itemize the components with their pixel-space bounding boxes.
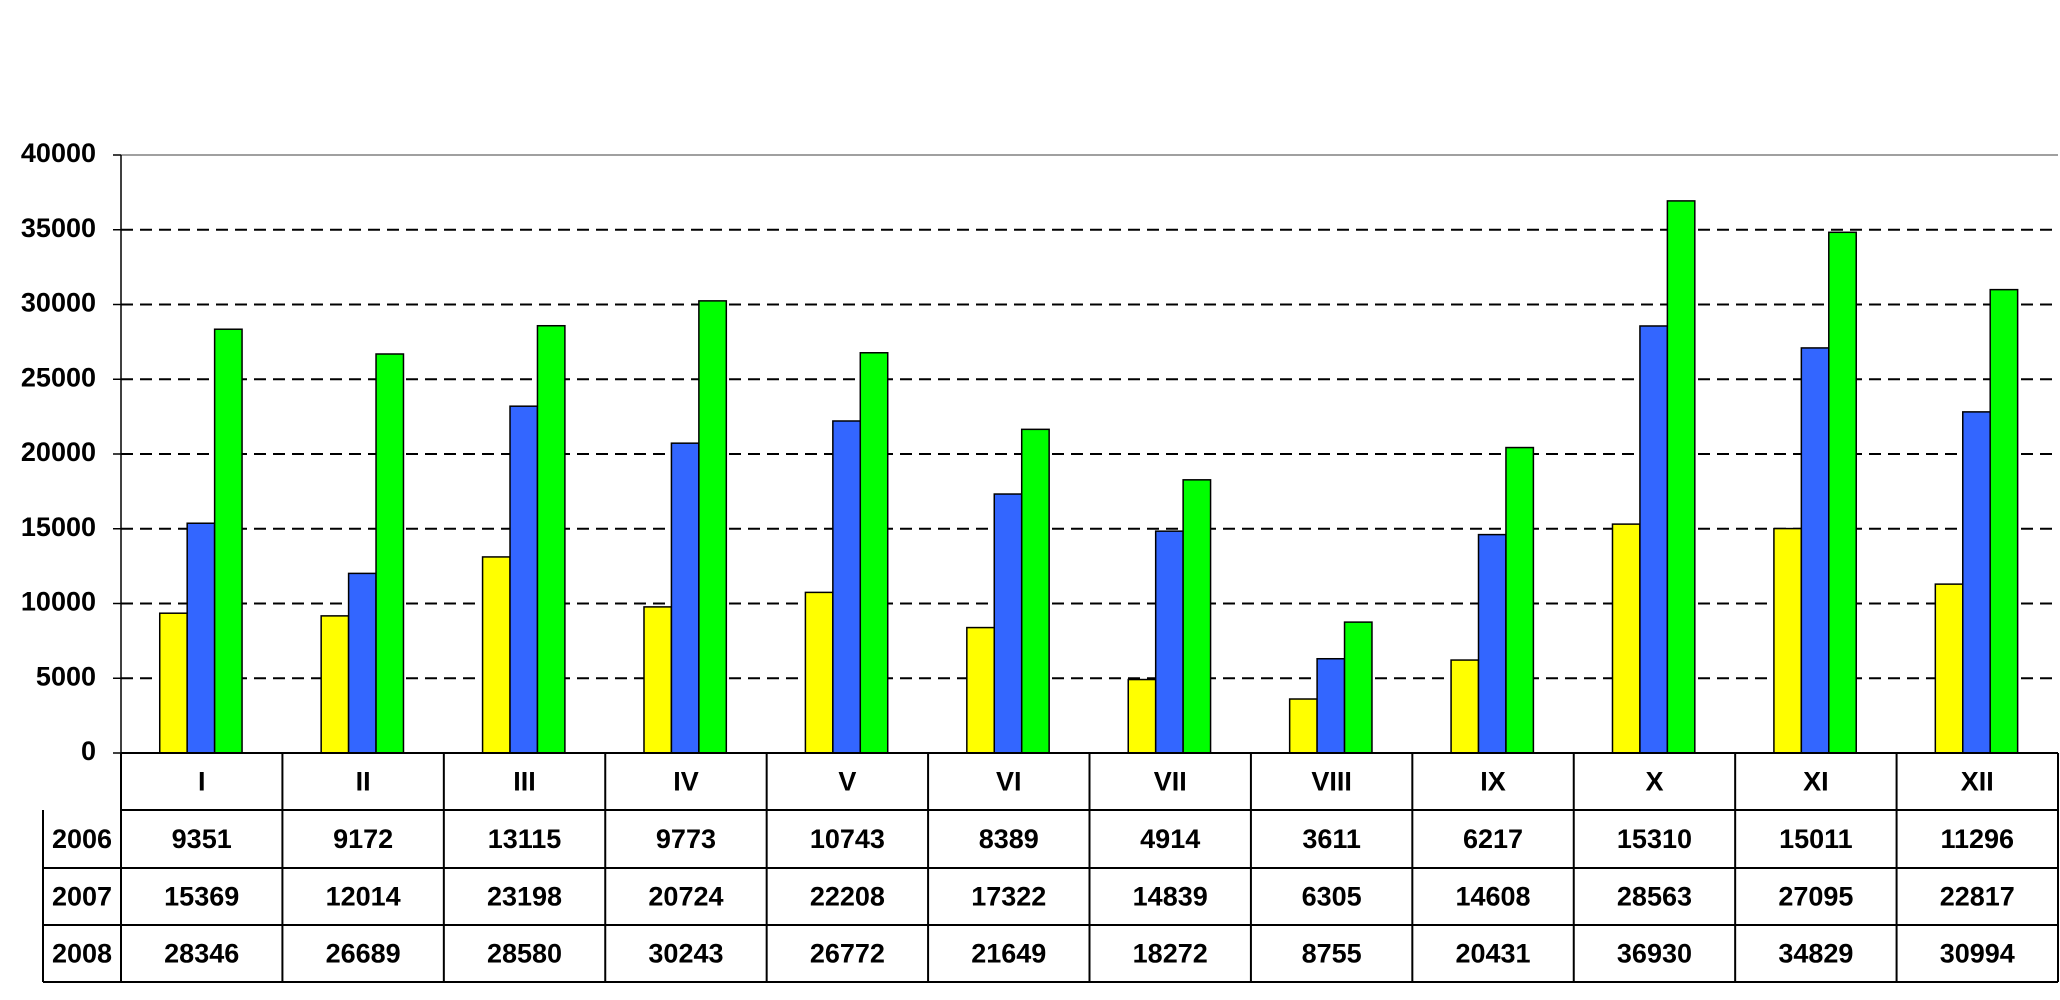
legend-label: 2006 bbox=[52, 824, 112, 854]
table-value: 14839 bbox=[1133, 882, 1208, 912]
table-value: 9351 bbox=[172, 824, 232, 854]
y-tick-label: 25000 bbox=[21, 362, 96, 392]
table-value: 14608 bbox=[1455, 882, 1530, 912]
table-value: 23198 bbox=[487, 882, 562, 912]
bar bbox=[1773, 527, 1803, 754]
table-value: 36930 bbox=[1617, 939, 1692, 969]
legend-label: 2007 bbox=[52, 882, 112, 912]
bar bbox=[993, 493, 1023, 754]
y-tick-label: 5000 bbox=[36, 661, 96, 691]
bar bbox=[1666, 200, 1696, 754]
legend-label: 2008 bbox=[52, 939, 112, 969]
table-value: 9172 bbox=[333, 824, 393, 854]
bar bbox=[1962, 411, 1991, 754]
y-tick-label: 35000 bbox=[21, 213, 96, 243]
bar bbox=[375, 353, 405, 754]
bar bbox=[804, 591, 834, 754]
bar bbox=[859, 352, 889, 754]
table-value: 28563 bbox=[1617, 882, 1692, 912]
bar bbox=[509, 405, 539, 754]
table-value: 22817 bbox=[1940, 882, 2015, 912]
x-tick-label: II bbox=[356, 767, 371, 797]
bar bbox=[536, 324, 566, 754]
x-tick-label: XII bbox=[1961, 767, 1994, 797]
table-value: 27095 bbox=[1778, 882, 1853, 912]
x-tick-label: VIII bbox=[1311, 767, 1352, 797]
bar bbox=[1316, 657, 1346, 754]
bar bbox=[213, 328, 243, 754]
table-value: 18272 bbox=[1133, 939, 1208, 969]
table-value: 20724 bbox=[648, 882, 723, 912]
bar bbox=[1505, 446, 1535, 754]
bar bbox=[481, 556, 511, 754]
x-tick-label: I bbox=[198, 767, 206, 797]
y-tick-label: 10000 bbox=[21, 587, 96, 617]
table-value: 22208 bbox=[810, 882, 885, 912]
bar bbox=[320, 615, 350, 754]
table-value: 6217 bbox=[1463, 824, 1523, 854]
y-tick-label: 15000 bbox=[21, 512, 96, 542]
x-tick-label: VI bbox=[996, 767, 1022, 797]
table-value: 6305 bbox=[1302, 882, 1362, 912]
x-tick-label: XI bbox=[1803, 767, 1829, 797]
y-tick-label: 0 bbox=[81, 736, 96, 766]
y-tick-label: 40000 bbox=[21, 138, 96, 168]
table-value: 9773 bbox=[656, 824, 716, 854]
table-value: 30243 bbox=[648, 939, 723, 969]
table-value: 12014 bbox=[326, 882, 401, 912]
x-tick-label: X bbox=[1645, 767, 1663, 797]
table-value: 8755 bbox=[1302, 939, 1362, 969]
bar bbox=[1182, 479, 1212, 754]
table-value: 28580 bbox=[487, 939, 562, 969]
x-tick-label: IV bbox=[673, 767, 699, 797]
bar bbox=[186, 522, 216, 754]
y-tick-label: 30000 bbox=[21, 288, 96, 318]
bar bbox=[1450, 659, 1480, 754]
table-value: 11296 bbox=[1940, 824, 2014, 854]
table-value: 21649 bbox=[971, 939, 1046, 969]
table-value: 26772 bbox=[810, 939, 885, 969]
bar bbox=[347, 572, 377, 754]
x-tick-label: IX bbox=[1480, 767, 1506, 797]
bar bbox=[1989, 288, 2019, 754]
bar bbox=[670, 442, 700, 754]
table-value: 8389 bbox=[979, 824, 1039, 854]
bar bbox=[158, 612, 188, 754]
table-value: 30994 bbox=[1940, 939, 2015, 969]
bar bbox=[1611, 523, 1641, 754]
bar bbox=[1800, 347, 1830, 754]
table-value: 20431 bbox=[1455, 939, 1530, 969]
bar bbox=[1288, 698, 1318, 754]
x-tick-label: V bbox=[838, 767, 856, 797]
x-tick-label: III bbox=[513, 767, 536, 797]
y-tick-label: 20000 bbox=[21, 437, 96, 467]
bar bbox=[1343, 621, 1373, 754]
bar bbox=[966, 626, 996, 754]
bar bbox=[832, 420, 862, 754]
table-value: 4914 bbox=[1140, 824, 1200, 854]
bar bbox=[1477, 533, 1507, 754]
table-value: 28346 bbox=[164, 939, 239, 969]
bar bbox=[643, 606, 673, 754]
bar bbox=[1127, 678, 1157, 754]
table-value: 26689 bbox=[326, 939, 401, 969]
table-value: 15011 bbox=[1779, 824, 1853, 854]
table-value: 10743 bbox=[810, 824, 885, 854]
bar bbox=[1828, 231, 1857, 754]
table-value: 15310 bbox=[1617, 824, 1692, 854]
table-value: 15369 bbox=[164, 882, 239, 912]
table-value: 3611 bbox=[1302, 824, 1361, 854]
table-value: 13115 bbox=[488, 824, 562, 854]
table-value: 17322 bbox=[971, 882, 1046, 912]
bar bbox=[1639, 325, 1669, 754]
bar bbox=[1154, 530, 1184, 754]
bar bbox=[1934, 583, 1964, 754]
bar bbox=[698, 300, 728, 754]
bar bbox=[1020, 428, 1050, 754]
x-tick-label: VII bbox=[1154, 767, 1187, 797]
table-value: 34829 bbox=[1778, 939, 1853, 969]
